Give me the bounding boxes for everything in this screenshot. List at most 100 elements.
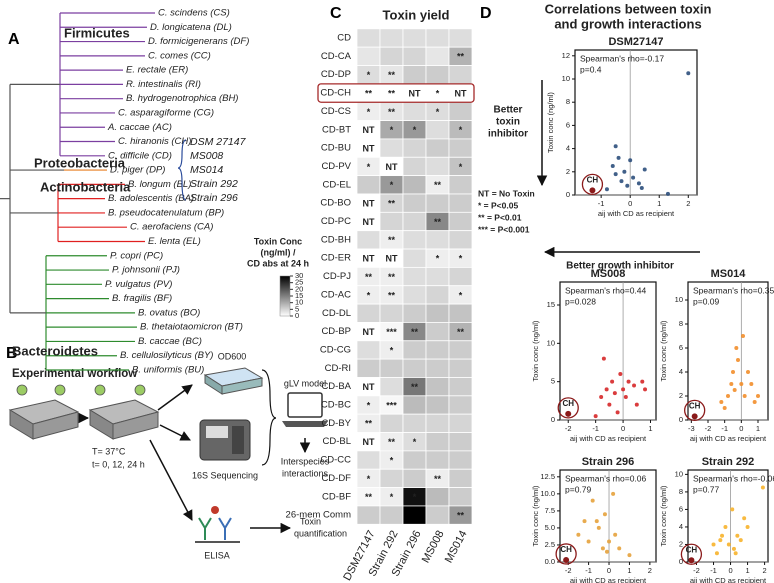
arrow-label: Better growth inhibitor: [566, 261, 674, 272]
colorbar-tick-label: 10: [295, 298, 303, 307]
heat-cell: [402, 413, 427, 433]
x-axis-label: aij with CD as recipient: [690, 576, 767, 583]
cell-label: *: [367, 400, 371, 410]
heat-cell: [379, 377, 404, 397]
heat-cell: [356, 230, 381, 250]
point: [686, 71, 691, 76]
x-axis-label: aij with CD as recipient: [570, 576, 647, 583]
point: [611, 491, 616, 496]
point: [607, 539, 612, 544]
y-axis-label: Toxin conc (ng/ml): [531, 320, 540, 381]
point: [640, 379, 645, 384]
heat-cell: [425, 432, 450, 452]
y-tick-label: 8: [679, 319, 683, 328]
heat-cell: [379, 358, 404, 378]
point: [639, 186, 644, 191]
cell-label: **: [434, 180, 442, 190]
cell-label: NT: [363, 125, 375, 135]
point: [612, 391, 617, 396]
heat-cell: [402, 101, 427, 121]
strain-label: DSM 27147: [190, 136, 247, 148]
x-tick-label: -2: [565, 566, 572, 575]
species-label: D. formicigenerans (DF): [148, 36, 249, 47]
heat-cell: [379, 28, 404, 48]
ch-label: CH: [562, 399, 574, 408]
point: [733, 551, 738, 556]
point: [632, 383, 637, 388]
heat-cell: [448, 487, 473, 507]
point: [745, 524, 750, 529]
x-tick-label: 1: [627, 566, 631, 575]
quant-label: Toxin: [300, 516, 321, 526]
point: [613, 532, 618, 537]
heat-cell: [448, 468, 473, 488]
strain-label: MS014: [190, 164, 223, 176]
annotation: p=0.4: [580, 64, 602, 74]
species-label: B. thetaiotaomicron (BT): [140, 322, 243, 333]
species-label: B. pseudocatenulatum (BP): [108, 207, 224, 218]
row-label: 26-mem Comm: [286, 510, 352, 521]
heat-cell: [402, 505, 427, 525]
colorbar-title: CD abs at 24 h: [247, 258, 309, 268]
cell-label: **: [388, 437, 396, 447]
heat-cell: [448, 175, 473, 195]
point: [636, 181, 641, 186]
annotation: Spearman's rho=0.35: [693, 285, 774, 295]
x-tick-label: 0: [607, 566, 611, 575]
group-label: Proteobacteria: [34, 155, 126, 170]
legend-entry: NT = No Toxin: [478, 188, 535, 198]
point: [582, 519, 587, 524]
cell-label: **: [365, 419, 373, 429]
row-label: CD-DF: [321, 473, 351, 484]
point: [628, 158, 633, 163]
colorbar-title: Toxin Conc: [254, 236, 302, 246]
ch-label: CH: [689, 402, 701, 411]
y-tick-label: 15: [547, 300, 555, 309]
strain-label: Strain 292: [190, 178, 238, 190]
strain-label: Strain 296: [190, 192, 238, 204]
heat-cell: [356, 505, 381, 525]
heat-cell: [448, 193, 473, 213]
cell-label: *: [367, 70, 371, 80]
row-label: CD-CA: [321, 51, 352, 62]
point: [711, 542, 716, 547]
row-label: CD-BY: [321, 418, 351, 429]
colorbar: [279, 275, 291, 317]
point: [621, 387, 626, 392]
point: [719, 400, 724, 404]
x-tick-label: 2: [648, 566, 652, 575]
row-label: CD-BP: [321, 326, 351, 337]
y-axis-label: Toxin conc (ng/ml): [659, 320, 668, 381]
condition: T= 37°C: [92, 446, 126, 456]
heat-cell: [448, 432, 473, 452]
arrow-label: toxin: [496, 117, 520, 128]
point: [619, 179, 624, 184]
cell-label: *: [367, 474, 371, 484]
species-label: B. fragilis (BF): [112, 293, 172, 304]
species-label: B. hydrogenotrophica (BH): [126, 93, 238, 104]
heat-cell: [402, 193, 427, 213]
annotation: p=0.79: [565, 484, 592, 494]
point: [726, 394, 730, 398]
row-label: CD-BF: [322, 491, 351, 502]
cell-label: ***: [386, 327, 397, 337]
point: [610, 164, 615, 168]
cell-label: **: [388, 272, 396, 282]
heat-cell: [356, 46, 381, 66]
heat-cell: [379, 303, 404, 323]
heat-cell: [448, 65, 473, 85]
point: [596, 525, 601, 530]
interactions-label: interactions: [282, 468, 329, 478]
seq-label: 16S Sequencing: [192, 470, 258, 480]
heat-cell: [356, 340, 381, 360]
species-label: B. uniformis (BU): [132, 365, 204, 376]
cell-label: *: [390, 125, 394, 135]
x-tick-label: 2: [763, 566, 767, 575]
cell-label: **: [365, 88, 373, 98]
row-label: CD-DP: [321, 69, 351, 80]
row-label: CD-AC: [321, 289, 351, 300]
strain-brace: [177, 139, 187, 201]
plot-title: MS008: [591, 268, 626, 280]
annotation: Spearman's rho=0.44: [565, 285, 647, 295]
heat-cell: [425, 120, 450, 140]
